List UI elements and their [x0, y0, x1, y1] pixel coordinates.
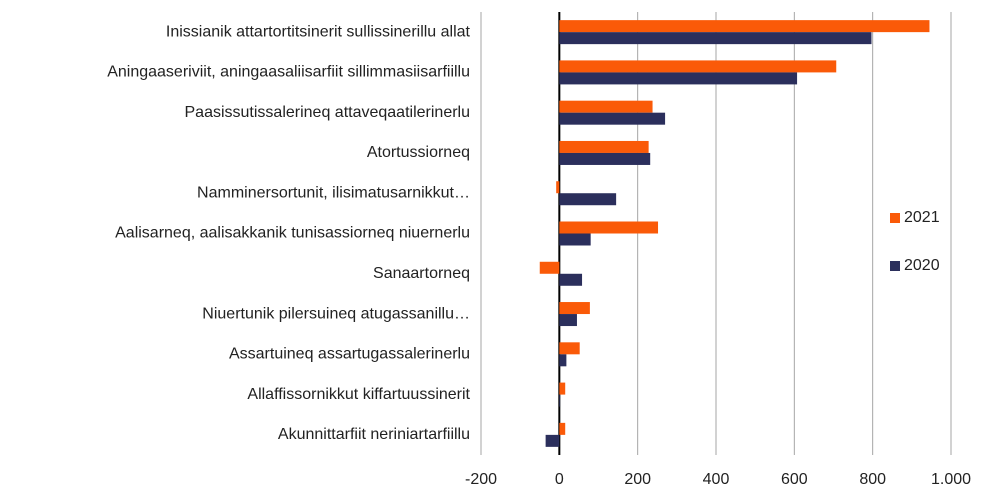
bar — [559, 112, 666, 125]
y-tick-label: Niuertunik pilersuineq atugassanillu… — [202, 305, 470, 322]
x-tick-label: 0 — [555, 471, 564, 488]
y-tick-label: Inissianik attartortitsinerit sullissine… — [166, 23, 471, 40]
x-tick-label: -200 — [465, 471, 497, 488]
y-tick-label: Namminersortunit, ilisimatusarnikkut… — [197, 184, 470, 201]
bar — [539, 261, 560, 274]
legend-label: 2021 — [904, 209, 940, 226]
bar — [559, 314, 577, 327]
bar — [559, 193, 617, 206]
legend-swatch — [890, 261, 900, 271]
bar — [559, 32, 872, 45]
bar — [559, 354, 567, 367]
y-tick-label: Aalisarneq, aalisakkanik tunisassiorneq … — [115, 225, 470, 242]
x-tick-label: 400 — [703, 471, 730, 488]
bar — [559, 394, 561, 407]
x-tick-label: 800 — [859, 471, 886, 488]
y-tick-label: Paasissutissalerineq attaveqaatilerinerl… — [185, 104, 471, 121]
x-tick-label: 200 — [624, 471, 651, 488]
bar — [559, 422, 566, 435]
x-tick-label: 600 — [781, 471, 808, 488]
y-tick-label: Assartuineq assartugassalerinerlu — [229, 346, 470, 363]
x-tick-label: 1.000 — [931, 471, 971, 488]
bar — [545, 434, 560, 447]
bar — [559, 273, 583, 286]
y-tick-label: Allaffissornikkut kiffartuussinerit — [247, 386, 470, 403]
legend-swatch — [890, 213, 900, 223]
bar — [556, 181, 560, 194]
bar — [559, 72, 798, 85]
bar — [559, 221, 659, 234]
bar — [559, 302, 590, 315]
y-tick-label: Sanaartorneq — [373, 265, 470, 282]
bar — [559, 382, 566, 395]
bar — [559, 342, 580, 355]
legend-label: 2020 — [904, 257, 940, 274]
bar — [559, 140, 649, 153]
bar — [559, 152, 651, 165]
bar — [559, 20, 930, 33]
y-tick-label: Aningaaseriviit, aningaasaliisarfiit sil… — [107, 64, 470, 81]
y-tick-label: Akunnittarfiit neriniartarfiillu — [278, 426, 470, 443]
bar — [559, 60, 837, 73]
y-tick-label: Atortussiorneq — [367, 144, 470, 161]
bar — [559, 233, 591, 246]
bar — [559, 100, 653, 113]
